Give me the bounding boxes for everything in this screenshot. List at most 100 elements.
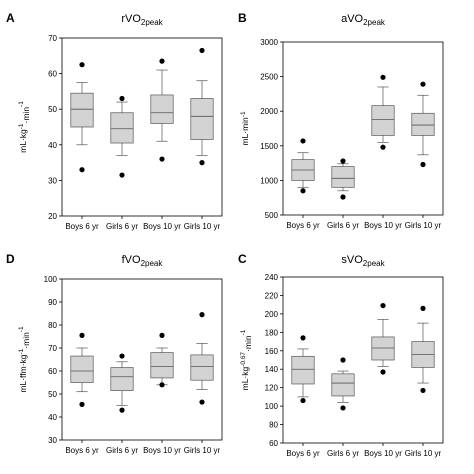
iqr-box: [190, 98, 214, 140]
outlier-point: [420, 387, 426, 394]
box-3: [150, 58, 174, 162]
iqr-box: [371, 336, 395, 361]
x-category-label: Girls 10 yr: [184, 446, 221, 455]
y-axis-label: mL·min-1: [240, 111, 250, 146]
y-tick-label: 100: [44, 275, 58, 284]
box-4: [190, 312, 214, 405]
y-tick-label: 120: [265, 384, 279, 393]
iqr-box: [150, 94, 174, 124]
x-category-label: Girls 10 yr: [405, 449, 442, 458]
iqr-box: [331, 373, 355, 397]
iqr-box: [110, 367, 134, 391]
iqr-box: [411, 112, 435, 136]
y-tick-label: 50: [48, 390, 57, 399]
panel-title: sVO2peak: [341, 254, 385, 268]
outlier-point: [79, 401, 85, 407]
y-tick-label: 40: [48, 413, 57, 422]
outlier-point: [340, 194, 346, 200]
box-4: [190, 47, 214, 166]
y-tick-label: 20: [48, 212, 57, 221]
iqr-box: [331, 166, 355, 188]
y-tick-label: 60: [48, 367, 57, 376]
y-tick-label: 160: [265, 347, 279, 356]
y-tick-label: 30: [48, 436, 57, 445]
box-3: [150, 332, 174, 388]
iqr-box: [190, 354, 214, 381]
outlier-point: [420, 305, 426, 311]
outlier-point: [380, 74, 386, 80]
iqr-box: [291, 355, 315, 385]
y-tick-label: 220: [265, 291, 279, 300]
panel-letter: A: [6, 11, 15, 25]
outlier-point: [380, 144, 386, 150]
panel-letter: B: [238, 11, 247, 25]
x-category-label: Boys 6 yr: [286, 449, 320, 458]
y-tick-label: 1500: [260, 142, 278, 151]
box-2: [331, 357, 355, 411]
y-tick-label: 500: [265, 211, 279, 220]
y-tick-label: 30: [48, 176, 57, 185]
y-tick-label: 100: [265, 402, 279, 411]
box-1: [70, 62, 94, 173]
x-category-label: Girls 6 yr: [106, 222, 138, 231]
y-tick-label: 60: [48, 70, 57, 79]
x-category-label: Boys 6 yr: [286, 221, 320, 230]
panel-letter: D: [6, 252, 15, 266]
box-1: [291, 138, 315, 194]
outlier-point: [420, 161, 426, 168]
outlier-point: [159, 332, 165, 338]
box-3: [371, 302, 395, 375]
y-tick-label: 50: [48, 105, 57, 114]
outlier-point: [159, 58, 165, 64]
box-2: [331, 158, 355, 200]
x-category-label: Girls 6 yr: [327, 221, 359, 230]
plot-frame: [61, 37, 223, 217]
panel-title: fVO2peak: [122, 254, 164, 268]
x-category-label: Girls 6 yr: [106, 446, 138, 455]
outlier-point: [380, 369, 386, 375]
x-category-label: Boys 10 yr: [143, 446, 181, 455]
plot-frame: [282, 41, 444, 216]
outlier-point: [199, 399, 205, 405]
box-1: [291, 335, 315, 404]
box-3: [371, 74, 395, 150]
outlier-point: [119, 407, 125, 413]
x-category-label: Boys 6 yr: [65, 222, 99, 231]
y-tick-label: 3000: [260, 38, 278, 47]
x-category-label: Boys 10 yr: [364, 221, 402, 230]
outlier-point: [380, 302, 386, 309]
y-tick-label: 90: [48, 298, 57, 307]
y-tick-label: 180: [265, 328, 279, 337]
x-category-label: Girls 10 yr: [405, 221, 442, 230]
outlier-point: [300, 138, 306, 144]
outlier-point: [300, 188, 306, 194]
plot-frame: [61, 278, 223, 441]
panel-title: rVO2peak: [121, 13, 163, 27]
outlier-point: [420, 81, 426, 87]
y-tick-label: 2000: [260, 107, 278, 116]
iqr-box: [150, 352, 174, 379]
iqr-box: [70, 92, 94, 128]
y-tick-label: 40: [48, 141, 57, 150]
y-tick-label: 80: [48, 321, 57, 330]
y-axis-label: mL·kg-1·min-1: [18, 101, 31, 153]
x-category-label: Girls 10 yr: [184, 222, 221, 231]
outlier-point: [340, 357, 346, 363]
outlier-point: [199, 47, 205, 54]
iqr-box: [70, 355, 94, 383]
panel-letter: C: [238, 252, 247, 266]
outlier-point: [340, 405, 346, 411]
outlier-point: [300, 335, 306, 341]
outlier-point: [119, 172, 125, 178]
box-4: [411, 305, 435, 394]
y-tick-label: 70: [48, 344, 57, 353]
y-axis-label: mL·ffm·kg-1·min-1: [18, 326, 31, 393]
x-category-label: Girls 6 yr: [327, 449, 359, 458]
y-tick-label: 70: [48, 34, 57, 43]
outlier-point: [79, 62, 85, 68]
